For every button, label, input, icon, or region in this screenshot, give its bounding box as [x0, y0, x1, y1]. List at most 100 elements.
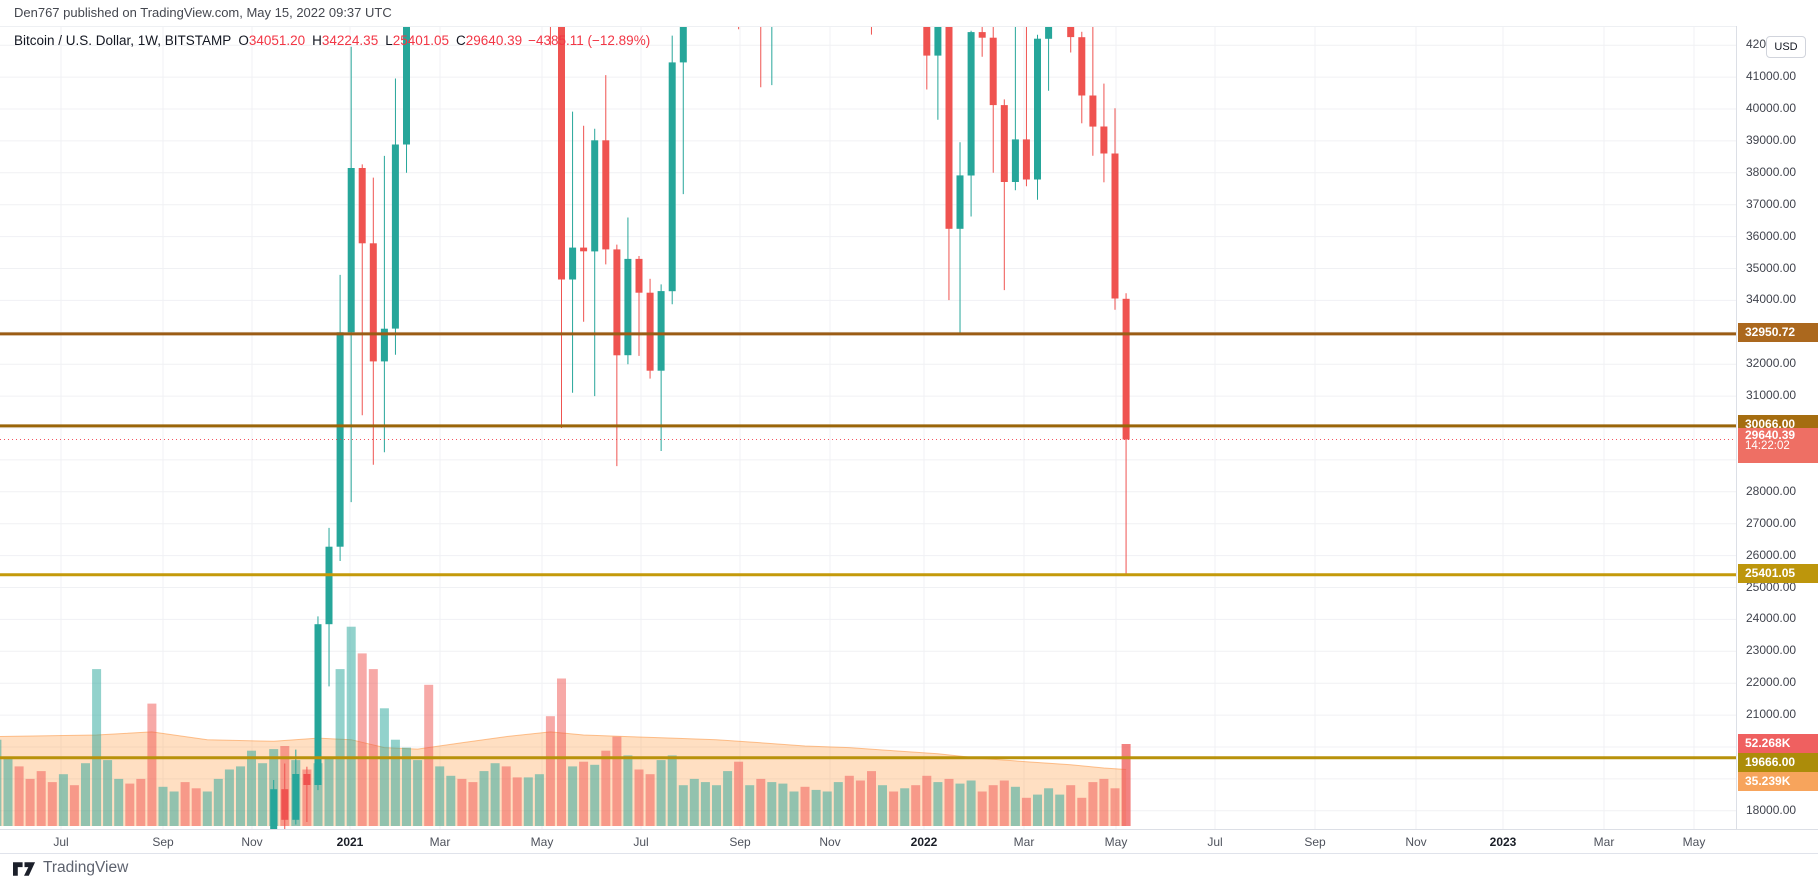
- volume-bar: [656, 760, 666, 826]
- volume-bar: [357, 653, 367, 826]
- volume-bar: [324, 757, 334, 826]
- candle-body: [1111, 153, 1119, 299]
- candle-body: [358, 168, 366, 244]
- level-price-tag: 25401.05: [1738, 563, 1818, 583]
- volume-bar: [579, 761, 589, 826]
- volume-bar: [479, 771, 489, 826]
- price-tick-label: 37000.00: [1746, 196, 1797, 211]
- volume-bar: [224, 769, 234, 826]
- volume-bar: [58, 774, 68, 826]
- volume-bar: [457, 778, 467, 826]
- volume-bar: [158, 786, 168, 826]
- time-axis-month-label: Sep: [729, 835, 751, 849]
- volume-bar: [92, 669, 102, 826]
- time-axis[interactable]: Jul Sep Nov 2021 Mar May Jul Sep Nov 2022 Mar May Ju…: [0, 829, 1818, 854]
- volume-bar: [0, 739, 2, 826]
- volume-bar: [47, 782, 57, 826]
- candle-body: [292, 774, 300, 820]
- price-axis[interactable]: 18000.0019000.0020000.0021000.0022000.00…: [1736, 26, 1818, 829]
- volume-bar: [25, 778, 35, 826]
- time-axis-month-label: Jul: [53, 835, 69, 849]
- volume-bar: [202, 791, 212, 826]
- candle-body: [270, 789, 278, 830]
- volume-bar: [1044, 788, 1054, 826]
- volume-bar: [236, 766, 245, 826]
- volume-bar: [14, 766, 24, 826]
- candle-body: [1000, 105, 1008, 182]
- candle-body: [1122, 298, 1130, 440]
- time-axis-month-label: Nov: [241, 835, 263, 849]
- volume-bar: [723, 771, 733, 826]
- price-tick-label: 18000.00: [1746, 802, 1797, 817]
- price-tick-label: 39000.00: [1746, 132, 1797, 147]
- volume-bar: [623, 755, 633, 826]
- volume-bar: [136, 778, 146, 826]
- tradingview-attribution[interactable]: TradingView: [13, 857, 128, 879]
- time-axis-month-label: Mar: [1593, 835, 1615, 849]
- volume-bar: [468, 782, 478, 826]
- candle-body: [679, 27, 687, 63]
- volume-bar: [778, 783, 788, 826]
- time-axis-month-label: Nov: [1405, 835, 1427, 849]
- tradingview-logo-icon: [13, 861, 36, 876]
- volume-bar: [700, 782, 710, 826]
- candle-body: [923, 27, 931, 56]
- volume-bar: [767, 782, 777, 826]
- volume-bar: [1077, 797, 1087, 826]
- volume-bar: [346, 626, 356, 826]
- price-chart-pane[interactable]: Bitcoin / U.S. Dollar, 1W, BITSTAMP O3405…: [0, 26, 1736, 830]
- level-price-tag: 32950.72: [1738, 322, 1818, 342]
- time-axis-year-label: 2021: [336, 835, 364, 849]
- volume-bar: [955, 783, 965, 826]
- price-tick-label: 34000.00: [1746, 292, 1797, 307]
- volume-bar: [590, 764, 600, 826]
- currency-button[interactable]: USD: [1766, 36, 1806, 58]
- volume-bar: [1066, 785, 1076, 826]
- tradingview-logo-text: TradingView: [43, 859, 129, 876]
- candle-body: [1067, 27, 1075, 38]
- volume-bar: [1110, 788, 1120, 826]
- candle-body: [635, 258, 643, 293]
- volume-bar: [379, 708, 389, 826]
- candle-body: [602, 140, 610, 250]
- candle-body: [624, 258, 632, 356]
- candle-body: [325, 546, 333, 625]
- volume-bar: [313, 763, 323, 826]
- time-axis-month-label: Nov: [819, 835, 841, 849]
- volume-bar: [712, 785, 721, 826]
- volume-bar: [878, 785, 887, 826]
- volume-ma-tag: 35.239K: [1738, 771, 1818, 791]
- price-tick-label: 35000.00: [1746, 260, 1797, 275]
- candle-body: [380, 328, 388, 362]
- volume-bar: [889, 791, 899, 826]
- candle-body: [281, 789, 289, 820]
- time-axis-month-label: May: [530, 835, 554, 849]
- volume-bar: [69, 785, 79, 826]
- candle-body: [391, 144, 399, 329]
- candle-body: [646, 292, 654, 371]
- symbol-legend: Bitcoin / U.S. Dollar, 1W, BITSTAMP O3405…: [14, 33, 650, 48]
- price-tick-label: 36000.00: [1746, 228, 1797, 243]
- legend-l: L25401.05: [385, 33, 450, 48]
- candle-body: [558, 27, 565, 280]
- candle-body: [303, 774, 311, 785]
- volume-bar: [922, 775, 932, 826]
- time-axis-month-label: Sep: [1304, 835, 1326, 849]
- volume-bar: [822, 791, 832, 826]
- price-tick-label: 23000.00: [1746, 643, 1797, 658]
- time-axis-month-label: Jul: [633, 835, 649, 849]
- candle-body: [613, 249, 621, 356]
- time-axis-year-label: 2023: [1489, 835, 1517, 849]
- candle-body: [668, 62, 676, 292]
- volume-bar: [1033, 794, 1042, 826]
- legend-c: C29640.39: [456, 33, 523, 48]
- volume-bar: [390, 739, 400, 826]
- volume-bar: [3, 757, 13, 826]
- volume-bar: [1055, 794, 1065, 826]
- volume-bar: [689, 778, 699, 826]
- price-tick-label: 22000.00: [1746, 675, 1797, 690]
- volume-bar: [867, 771, 876, 826]
- candlestick-chart[interactable]: [0, 27, 1736, 830]
- volume-bar: [213, 778, 223, 826]
- volume-bar: [634, 769, 644, 826]
